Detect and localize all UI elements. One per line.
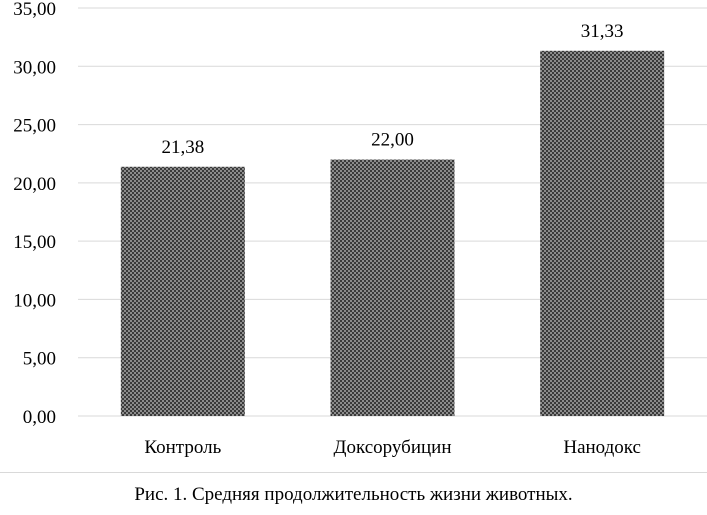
- data-labels: 21,38 22,00 31,33: [161, 21, 623, 158]
- x-axis-category-labels: Контроль Доксорубицин Нанодокс: [144, 437, 641, 458]
- y-tick-label: 5,00: [23, 349, 56, 370]
- bar: [120, 166, 245, 416]
- y-tick-label: 25,00: [13, 116, 56, 137]
- y-tick-label: 20,00: [13, 174, 56, 195]
- y-tick-label: 35,00: [13, 0, 56, 20]
- bar-chart: 0,00 5,00 10,00 15,00 20,00 25,00 30,00 35,00 2…: [13, 0, 707, 458]
- data-label: 22,00: [371, 130, 414, 151]
- x-category-label: Нанодокс: [563, 437, 641, 458]
- data-label: 31,33: [581, 21, 624, 42]
- bar: [330, 159, 455, 417]
- y-axis-tick-labels: 0,00 5,00 10,00 15,00 20,00 25,00 30,00 35,00: [13, 0, 56, 428]
- y-tick-label: 10,00: [13, 290, 56, 311]
- x-category-label: Контроль: [144, 437, 221, 458]
- y-tick-label: 30,00: [13, 57, 56, 78]
- y-tick-label: 0,00: [23, 407, 56, 428]
- data-label: 21,38: [161, 137, 204, 158]
- bars: [120, 50, 665, 417]
- caption-separator: [0, 472, 707, 473]
- bar: [540, 50, 665, 417]
- y-tick-label: 15,00: [13, 232, 56, 253]
- figure-caption: Рис. 1. Средняя продолжительность жизни …: [134, 484, 573, 505]
- x-category-label: Доксорубицин: [334, 437, 452, 458]
